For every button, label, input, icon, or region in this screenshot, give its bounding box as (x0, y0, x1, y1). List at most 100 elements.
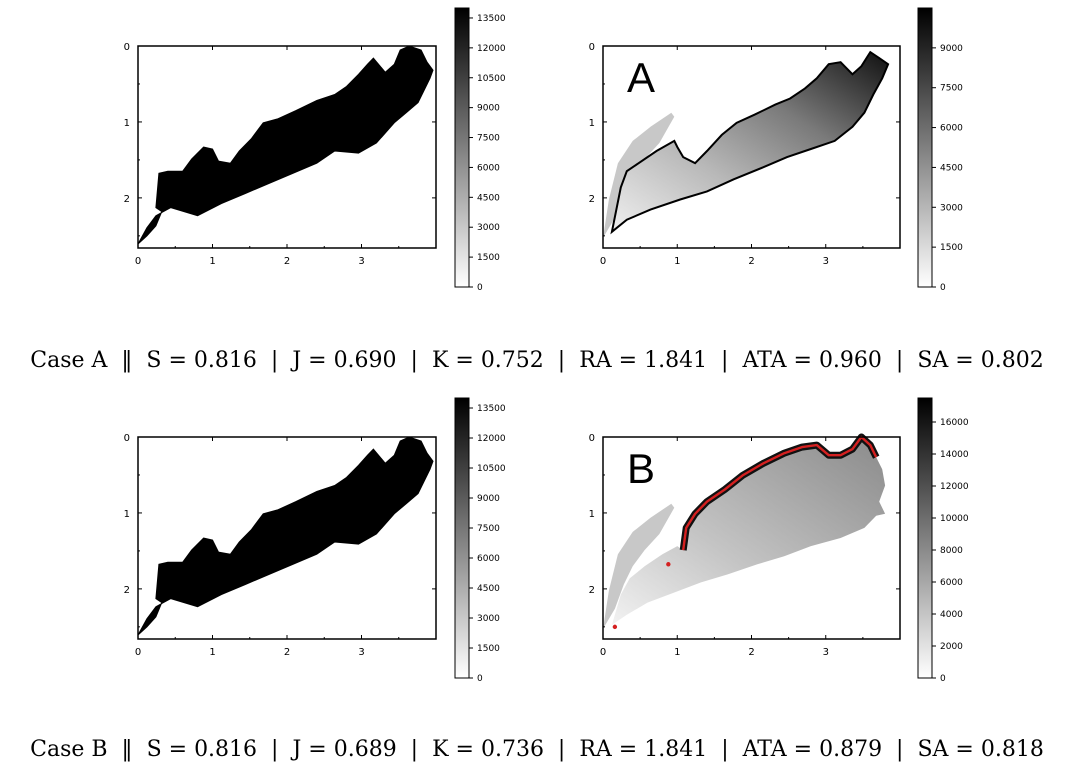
x-tick-label: 0 (135, 256, 141, 267)
colorbar-tick-label: 7500 (940, 84, 963, 94)
x-tick-label: 2 (284, 647, 290, 658)
y-tick-label: 1 (124, 509, 130, 520)
caption-case-label: Case B (30, 737, 108, 762)
metric-value: 0.689 (333, 737, 397, 762)
highlight-point (666, 562, 671, 567)
colorbar-tick-label: 0 (477, 283, 483, 293)
x-tick-label: 3 (358, 256, 364, 267)
metric-name: ATA (742, 348, 787, 373)
colorbar: 0 1500 3000 4500 6000 7500 9000 10500 12000 13500 (454, 7, 506, 293)
x-tick-label: 2 (748, 647, 754, 658)
colorbar-tick-label: 12000 (477, 44, 506, 54)
metric-value: 0.690 (333, 348, 397, 373)
overlay-label: B (627, 445, 655, 492)
colorbar-gradient (917, 397, 933, 679)
region-result (611, 437, 886, 625)
metric-name: S (146, 737, 162, 762)
region-arm (603, 503, 675, 629)
colorbar-gradient (454, 7, 470, 288)
colorbar-tick-label: 16000 (940, 418, 969, 428)
y-tick-label: 2 (124, 585, 130, 596)
colorbar-tick-label: 0 (477, 674, 483, 684)
metric-name: RA (579, 348, 612, 373)
metric-value: 0.802 (980, 348, 1044, 373)
colorbar-gradient (917, 7, 933, 288)
y-tick-label: 2 (589, 585, 595, 596)
y-tick-label: 1 (589, 509, 595, 520)
colorbar-tick-label: 12000 (477, 434, 506, 444)
colorbar-tick-label: 14000 (940, 450, 969, 460)
metric-value: 0.816 (193, 348, 257, 373)
colorbar-tick-label: 3000 (477, 614, 500, 624)
colorbar-tick-label: 10500 (477, 74, 506, 84)
colorbar-tick-label: 7500 (477, 524, 500, 534)
caption-case-b: Case B ‖ S = 0.816 | J = 0.689 | K = 0.7… (30, 737, 1044, 762)
colorbar-gradient (454, 397, 470, 679)
colorbar-tick-label: 9000 (940, 44, 963, 54)
metric-value: 0.736 (480, 737, 544, 762)
caption-separator: | (714, 348, 736, 373)
metric-value: 1.841 (644, 348, 708, 373)
y-tick-label: 1 (124, 118, 130, 129)
caption-separator: ‖ (114, 348, 140, 373)
colorbar-tick-label: 13500 (477, 404, 506, 414)
caption-separator: | (263, 348, 286, 373)
colorbar-tick-label: 0 (940, 283, 946, 293)
metric-name: ATA (742, 737, 787, 762)
y-tick-label: 0 (589, 433, 595, 444)
panel-case-a-reference: 0 1 2 3 0 1 2 0 1500 3000 4500 6000 7500 9000 10500 120… (124, 7, 506, 293)
metric-name: K (432, 737, 449, 762)
metric-name: J (292, 737, 302, 762)
metric-name: S (146, 348, 162, 373)
colorbar: 0 2000 4000 6000 8000 10000 12000 14000 16000 (917, 397, 969, 684)
metric-name: J (292, 348, 302, 373)
colorbar-tick-label: 3000 (940, 203, 963, 213)
x-tick-label: 2 (748, 256, 754, 267)
caption-separator: | (550, 348, 573, 373)
metric-name: SA (917, 348, 949, 373)
colorbar-tick-label: 10500 (477, 464, 506, 474)
colorbar-tick-label: 10000 (940, 514, 969, 524)
colorbar-tick-label: 6000 (940, 578, 963, 588)
y-tick-label: 2 (589, 194, 595, 205)
colorbar-tick-label: 12000 (940, 482, 969, 492)
colorbar-tick-label: 1500 (940, 243, 963, 253)
caption-separator: | (889, 737, 911, 762)
colorbar: 0 1500 3000 4500 6000 7500 9000 (917, 7, 963, 293)
colorbar-tick-label: 6000 (477, 163, 500, 173)
x-tick-label: 0 (135, 647, 141, 658)
colorbar-tick-label: 1500 (477, 253, 500, 263)
x-tick-label: 3 (358, 647, 364, 658)
panel-case-a-result: A 0 1 2 3 0 1 2 0 1500 3000 4500 6000 7500 9000 (589, 7, 963, 293)
highlight-point (612, 624, 618, 630)
colorbar-tick-label: 2000 (940, 642, 963, 652)
x-tick-label: 1 (674, 256, 680, 267)
x-tick-label: 3 (823, 256, 829, 267)
colorbar-tick-label: 7500 (477, 134, 500, 144)
caption-separator: | (403, 737, 426, 762)
panel-case-b-result: B 0 1 2 3 0 1 2 0 2000 4000 6000 8000 10000 12000 14000… (589, 397, 969, 684)
y-tick-label: 0 (124, 433, 130, 444)
y-tick-label: 2 (124, 194, 130, 205)
colorbar-tick-label: 6000 (940, 124, 963, 134)
metric-value: 0.816 (194, 737, 258, 762)
metric-value: 0.752 (480, 348, 544, 373)
caption-separator: | (550, 737, 573, 762)
caption-separator: | (714, 737, 736, 762)
y-tick-label: 0 (589, 42, 595, 53)
region-filled (137, 45, 434, 245)
region-result (610, 50, 890, 235)
colorbar: 0 1500 3000 4500 6000 7500 9000 10500 12000 13500 (454, 397, 506, 684)
metric-name: RA (579, 737, 612, 762)
colorbar-tick-label: 0 (940, 674, 946, 684)
metric-value: 1.841 (644, 737, 708, 762)
y-tick-label: 1 (589, 118, 595, 129)
x-tick-label: 3 (823, 647, 829, 658)
metric-value: 0.879 (819, 737, 883, 762)
colorbar-tick-label: 9000 (477, 104, 500, 114)
colorbar-tick-label: 6000 (477, 554, 500, 564)
region-arm (603, 112, 675, 238)
metric-value: 0.818 (980, 737, 1044, 762)
